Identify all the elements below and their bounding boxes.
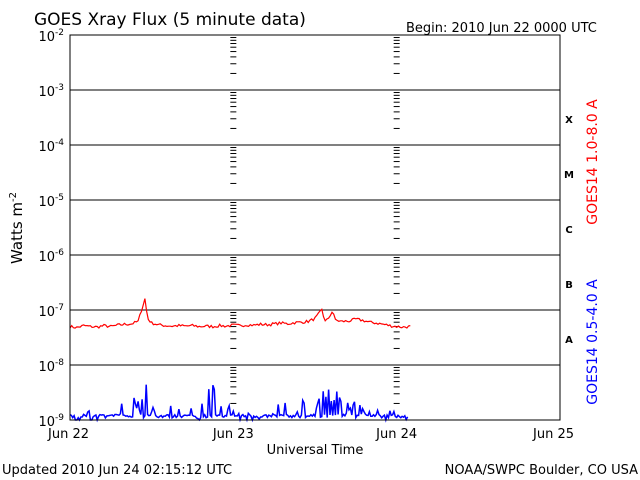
- updated-timestamp: Updated 2010 Jun 24 02:15:12 UTC: [2, 463, 232, 478]
- begin-label: Begin: 2010 Jun 22 0000 UTC: [406, 21, 597, 36]
- y-tick-label: 10-8: [38, 358, 64, 375]
- y-tick-label: 10-4: [38, 138, 64, 155]
- flare-class-label: A: [565, 335, 573, 346]
- y-tick-label: 10-7: [38, 303, 64, 320]
- y-tick-label: 10-9: [38, 413, 64, 430]
- y-tick-label: 10-6: [38, 248, 64, 265]
- chart-title: GOES Xray Flux (5 minute data): [34, 10, 306, 30]
- y-tick-label: 10-2: [38, 28, 64, 45]
- flare-class-label: B: [565, 280, 573, 291]
- series-long-channel-line: [69, 298, 411, 329]
- x-axis-label: Universal Time: [267, 443, 364, 458]
- flare-class-label: X: [565, 115, 573, 126]
- x-tick-label: Jun 23: [212, 427, 254, 442]
- flare-class-label: M: [564, 170, 574, 181]
- flare-class-label: C: [565, 225, 572, 236]
- credit-label: NOAA/SWPC Boulder, CO USA: [445, 463, 638, 478]
- legend-short-channel: GOES14 0.5-4.0 A: [585, 279, 601, 405]
- y-tick-label: 10-3: [38, 83, 64, 100]
- y-tick-label: 10-5: [38, 193, 64, 210]
- plot-frame: [69, 34, 561, 421]
- legend-long-channel: GOES14 1.0-8.0 A: [585, 99, 601, 225]
- x-tick-label: Jun 24: [375, 427, 417, 442]
- x-tick-label: Jun 22: [47, 427, 89, 442]
- x-tick-label: Jun 25: [532, 427, 574, 442]
- series-short-channel-line: [69, 384, 409, 423]
- y-axis-label: Watts m-2: [8, 192, 26, 264]
